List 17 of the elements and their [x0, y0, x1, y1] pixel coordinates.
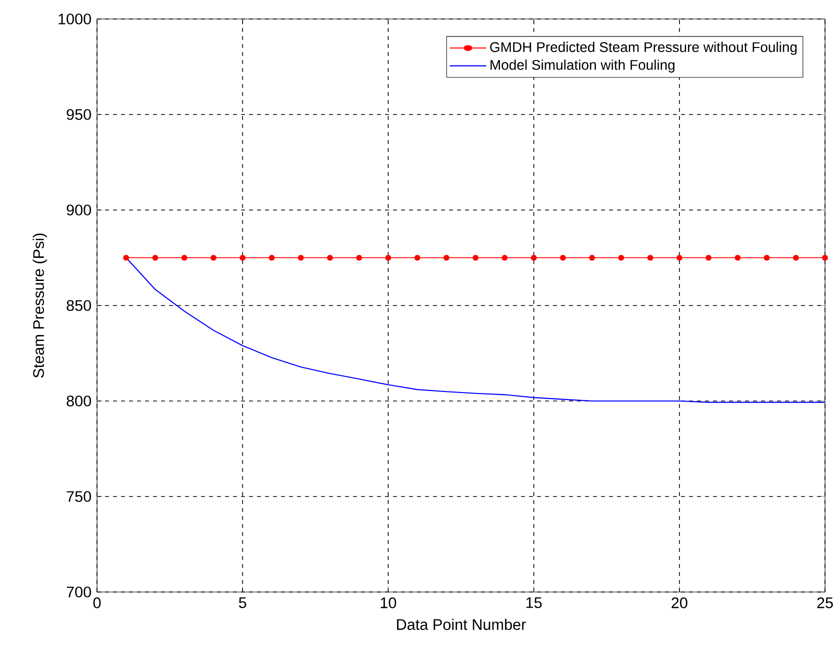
y-axis-title: Steam Pressure (Psi): [32, 234, 48, 378]
y-tick-label: 900: [66, 204, 92, 216]
y-tick-label: 950: [66, 109, 92, 120]
x-axis-title: Data Point Number: [397, 618, 526, 630]
y-tick-label: 1000: [58, 14, 92, 24]
y-tick-label: 750: [66, 491, 92, 502]
x-tick-label: 0: [93, 597, 101, 608]
x-tick-label: 25: [817, 597, 833, 608]
x-tick-label: 5: [238, 597, 246, 608]
legend-label: Model Simulation with Fouling: [490, 60, 674, 73]
x-tick-label: 15: [526, 597, 542, 608]
x-tick-label: 10: [380, 597, 396, 608]
y-tick-label: 850: [66, 300, 92, 311]
y-tick-label: 700: [66, 586, 92, 598]
legend-label: GMDH Predicted Steam Pressure without Fouling: [490, 42, 797, 55]
x-tick-label: 20: [672, 597, 688, 608]
y-tick-label: 800: [66, 396, 92, 406]
